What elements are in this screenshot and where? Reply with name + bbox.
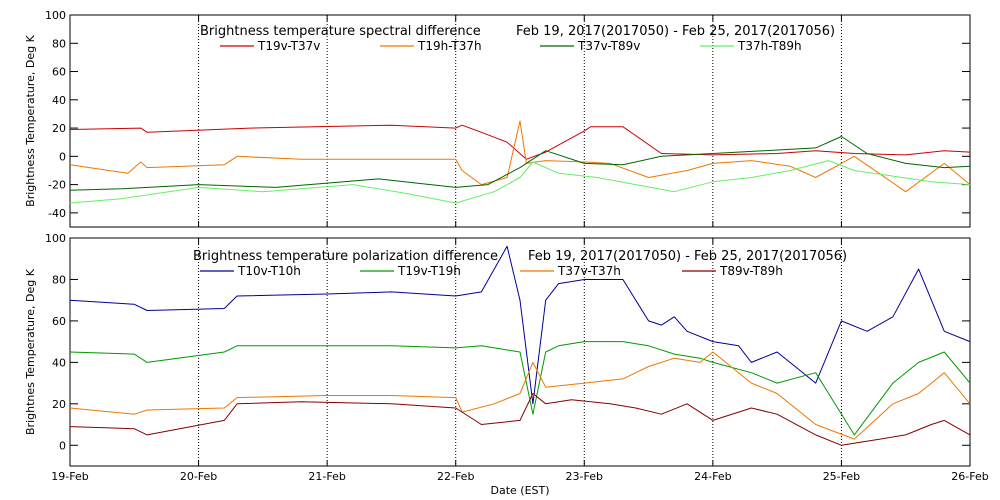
series-line-T19h-T37h: [69, 120, 971, 193]
legend: T19v-T37v T19h-T37h T37v-T89v T37h-T89h: [220, 39, 802, 53]
legend-label: T37v-T37h: [557, 264, 621, 278]
series-line-T10v-T10h: [69, 245, 971, 405]
legend-label: T89v-T89h: [719, 264, 783, 278]
spectral-difference-panel: -40 -20 0 20 40 60 80 100 Brightness temperatur…: [24, 9, 971, 228]
y-tick-label: 80: [52, 273, 66, 286]
date-range: Feb 19, 2017(2017050) - Feb 25, 2017(201…: [528, 249, 847, 264]
y-tick-label: 0: [59, 439, 66, 452]
legend-label: T10v-T10h: [237, 264, 301, 278]
y-axis-ticks: -40 -20 0 20 40 60 80 100: [45, 9, 970, 220]
chart-title: Brightness temperature spectral differen…: [200, 24, 481, 39]
legend: T10v-T10h T19v-T19h T37v-T37h T89v-T89h: [200, 264, 783, 278]
y-tick-label: 80: [52, 37, 66, 50]
y-tick-label: 100: [45, 9, 66, 22]
y-tick-label: 60: [52, 315, 66, 328]
y-axis-ticks: 0 20 40 60 80 100: [45, 232, 970, 452]
y-tick-label: 100: [45, 232, 66, 245]
legend-label: T19v-T37v: [257, 39, 320, 53]
y-axis-label: Brightnes Temperature, Deg K: [24, 268, 37, 435]
series-group: [69, 120, 971, 204]
polarization-difference-panel: 0 20 40 60 80 100 Brightness temperature pola…: [24, 232, 989, 497]
x-tick-label: 19-Feb: [51, 470, 88, 483]
series-line-T37v-T37h: [69, 351, 971, 440]
y-tick-label: 0: [59, 150, 66, 163]
chart-title: Brightness temperature polarization diff…: [193, 249, 498, 264]
y-tick-label: 20: [52, 398, 66, 411]
series-line-T89v-T89h: [69, 393, 971, 446]
x-tick-label: 25-Feb: [823, 470, 860, 483]
x-tick-label: 26-Feb: [951, 470, 988, 483]
legend-label: T19h-T37h: [417, 39, 482, 53]
y-tick-label: 40: [52, 94, 66, 107]
series-line-T19v-T37v: [69, 124, 971, 160]
y-axis-label: Brightness Temperature, Deg K: [24, 34, 37, 206]
date-range: Feb 19, 2017(2017050) - Feb 25, 2017(201…: [516, 24, 835, 39]
series-line-T37v-T89v: [69, 136, 971, 191]
y-tick-label: 60: [52, 66, 66, 79]
x-tick-label: 24-Feb: [694, 470, 731, 483]
y-tick-label: -40: [48, 207, 66, 220]
x-tick-label: 22-Feb: [437, 470, 474, 483]
series-group: [69, 245, 971, 446]
series-line-T37h-T89h: [69, 160, 971, 204]
legend-label: T37h-T89h: [737, 39, 802, 53]
x-tick-label: 23-Feb: [566, 470, 603, 483]
series-line-T19v-T19h: [69, 341, 971, 436]
x-axis-label: Date (EST): [490, 484, 549, 497]
x-axis-ticks: 19-Feb 20-Feb 21-Feb 22-Feb 23-Feb 24-Feb 25-F…: [51, 470, 988, 483]
plot-frame: [69, 14, 971, 228]
legend-label: T37v-T89v: [577, 39, 640, 53]
grid-lines: [69, 15, 971, 227]
x-tick-label: 20-Feb: [180, 470, 217, 483]
x-tick-label: 21-Feb: [308, 470, 345, 483]
y-tick-label: 20: [52, 122, 66, 135]
legend-label: T19v-T19h: [397, 264, 461, 278]
y-tick-label: 40: [52, 356, 66, 369]
y-tick-label: -20: [48, 179, 66, 192]
